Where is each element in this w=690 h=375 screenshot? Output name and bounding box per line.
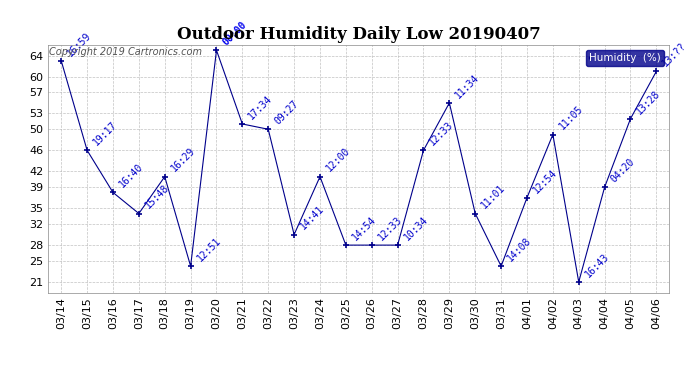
Text: 12:51: 12:51 — [195, 236, 223, 263]
Legend: Humidity  (%): Humidity (%) — [586, 50, 664, 66]
Text: 14:41: 14:41 — [298, 204, 326, 232]
Text: 16:40: 16:40 — [117, 162, 145, 190]
Text: 12:33: 12:33 — [428, 120, 455, 147]
Text: 13:28: 13:28 — [635, 88, 662, 116]
Text: 16:29: 16:29 — [169, 146, 197, 174]
Title: Outdoor Humidity Daily Low 20190407: Outdoor Humidity Daily Low 20190407 — [177, 27, 541, 44]
Text: 12:00: 12:00 — [324, 146, 352, 174]
Text: 17:34: 17:34 — [246, 93, 275, 121]
Text: 16:59: 16:59 — [66, 30, 93, 58]
Text: 12:54: 12:54 — [531, 167, 559, 195]
Text: 11:34: 11:34 — [453, 72, 482, 100]
Text: 04:20: 04:20 — [609, 156, 637, 184]
Text: 14:54: 14:54 — [350, 214, 378, 242]
Text: 15:48: 15:48 — [143, 183, 171, 211]
Text: 09:27: 09:27 — [273, 99, 300, 126]
Text: 14:08: 14:08 — [505, 236, 533, 263]
Text: 11:05: 11:05 — [557, 104, 585, 132]
Text: 16:43: 16:43 — [583, 251, 611, 279]
Text: 13:??: 13:?? — [660, 41, 689, 69]
Text: 12:33: 12:33 — [376, 214, 404, 242]
Text: 19:17: 19:17 — [91, 120, 119, 147]
Text: Copyright 2019 Cartronics.com: Copyright 2019 Cartronics.com — [49, 48, 202, 57]
Text: 10:34: 10:34 — [402, 214, 430, 242]
Text: 11:01: 11:01 — [480, 183, 507, 211]
Text: 00:00: 00:00 — [221, 20, 248, 48]
